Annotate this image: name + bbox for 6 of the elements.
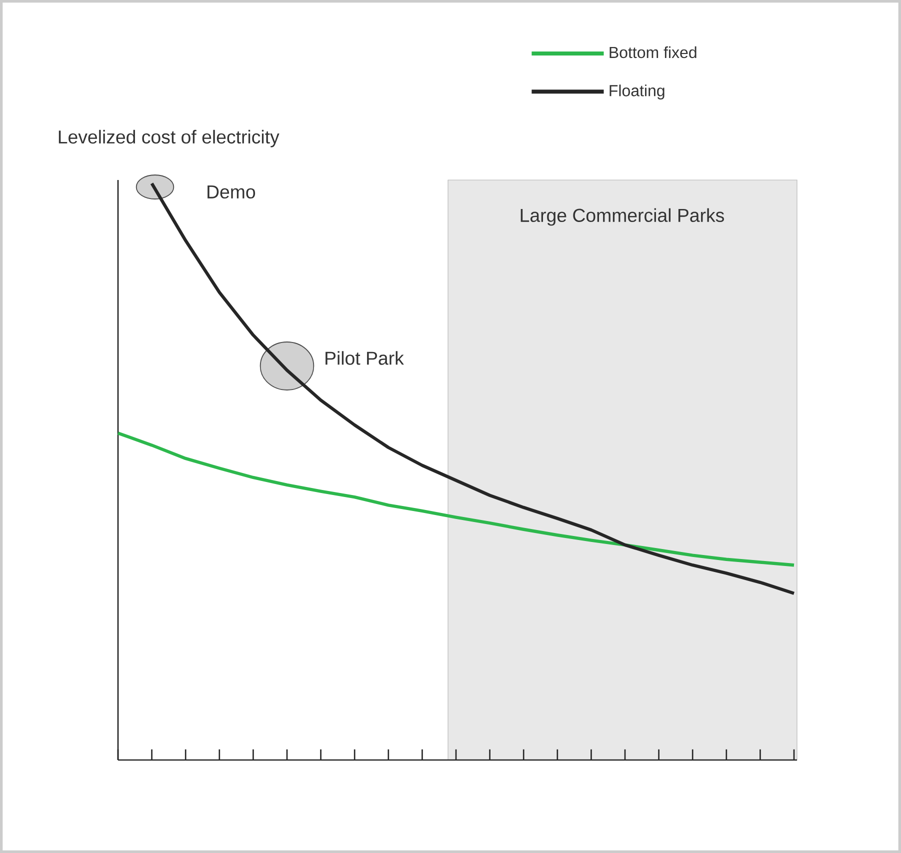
- legend-label: Floating: [610, 84, 664, 100]
- legend-label: Bottom fixed: [610, 46, 696, 58]
- annotation: Demo: [208, 185, 256, 199]
- annotation: Pilot Park: [326, 351, 404, 365]
- annotation: Large Commercial Parks: [520, 208, 724, 226]
- y-axis-title: Levelized cost of electricity: [58, 130, 280, 148]
